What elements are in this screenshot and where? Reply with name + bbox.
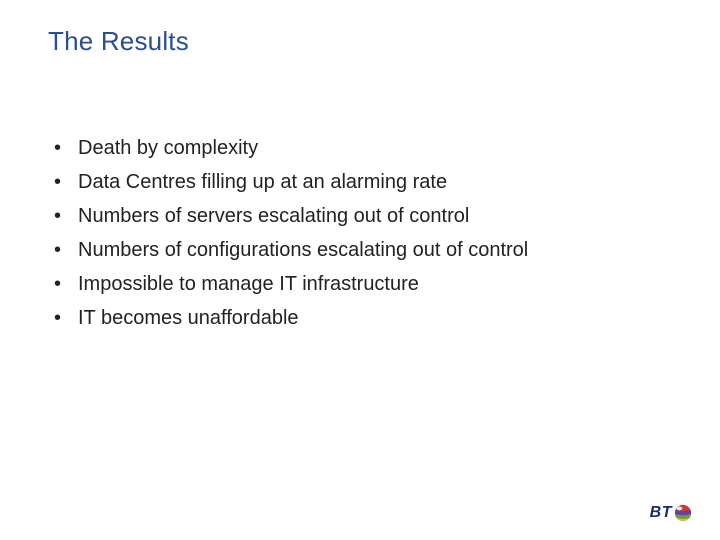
bullet-text: Death by complexity <box>78 134 258 162</box>
bullet-text: IT becomes unaffordable <box>78 304 299 332</box>
bt-logo-text: BT <box>650 504 672 522</box>
bullet-text: Numbers of servers escalating out of con… <box>78 202 469 230</box>
bullet-list: • Death by complexity • Data Centres fil… <box>54 134 680 338</box>
bullet-ul: • Death by complexity • Data Centres fil… <box>54 134 680 332</box>
bt-logo: BT <box>650 504 692 522</box>
bt-globe-icon <box>674 504 692 522</box>
bullet-marker: • <box>54 134 78 162</box>
list-item: • Impossible to manage IT infrastructure <box>54 270 680 298</box>
slide: The Results • Death by complexity • Data… <box>0 0 720 540</box>
slide-title: The Results <box>48 26 189 57</box>
bullet-marker: • <box>54 304 78 332</box>
list-item: • Data Centres filling up at an alarming… <box>54 168 680 196</box>
bullet-text: Impossible to manage IT infrastructure <box>78 270 419 298</box>
list-item: • Numbers of servers escalating out of c… <box>54 202 680 230</box>
bullet-marker: • <box>54 236 78 264</box>
bullet-marker: • <box>54 168 78 196</box>
list-item: • Numbers of configurations escalating o… <box>54 236 680 264</box>
bullet-marker: • <box>54 270 78 298</box>
list-item: • IT becomes unaffordable <box>54 304 680 332</box>
list-item: • Death by complexity <box>54 134 680 162</box>
bullet-marker: • <box>54 202 78 230</box>
bullet-text: Data Centres filling up at an alarming r… <box>78 168 447 196</box>
bullet-text: Numbers of configurations escalating out… <box>78 236 528 264</box>
